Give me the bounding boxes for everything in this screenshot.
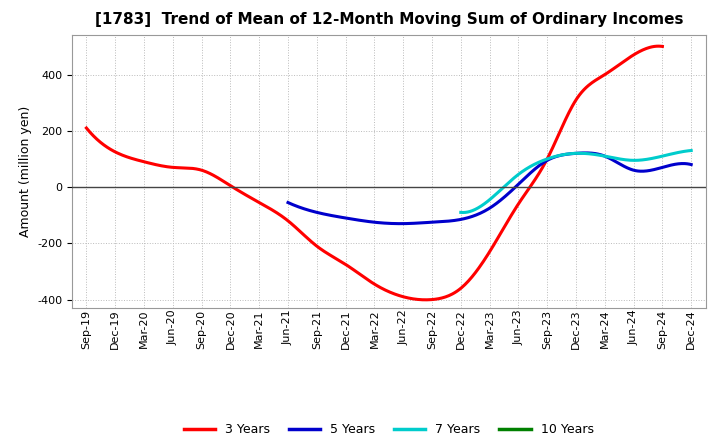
Legend: 3 Years, 5 Years, 7 Years, 10 Years: 3 Years, 5 Years, 7 Years, 10 Years <box>179 418 598 440</box>
Title: [1783]  Trend of Mean of 12-Month Moving Sum of Ordinary Incomes: [1783] Trend of Mean of 12-Month Moving … <box>94 12 683 27</box>
Y-axis label: Amount (million yen): Amount (million yen) <box>19 106 32 237</box>
